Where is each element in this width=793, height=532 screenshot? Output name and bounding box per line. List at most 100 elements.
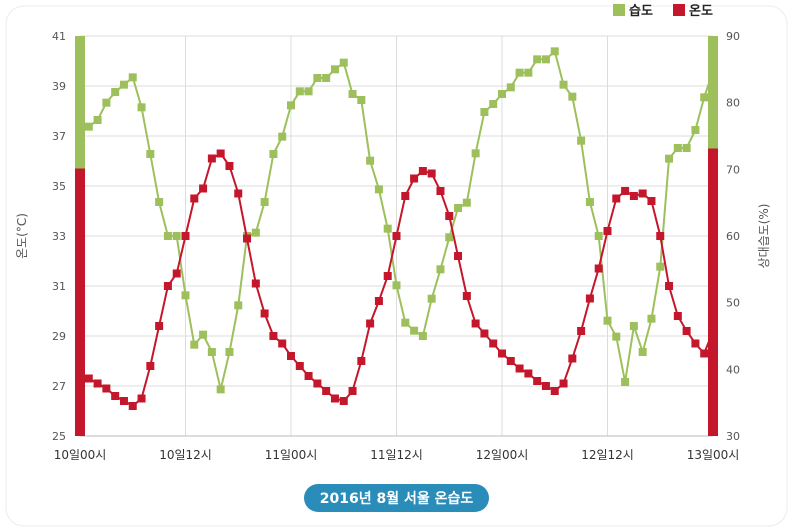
- humidity-data-point: [709, 67, 717, 76]
- legend-swatch-humidity: [613, 4, 625, 16]
- y-left-tick-label: 25: [52, 430, 66, 443]
- temperature-data-point: [700, 349, 709, 358]
- temperature-data-point: [656, 232, 665, 240]
- temperature-data-point: [260, 309, 269, 318]
- temperature-data-point: [119, 397, 128, 405]
- humidity-data-point: [128, 73, 137, 82]
- humidity-data-point: [506, 83, 515, 92]
- temperature-bar-left: [75, 168, 85, 436]
- temperature-data-point: [541, 382, 550, 390]
- temperature-data-point: [709, 327, 717, 335]
- temperature-data-point: [269, 332, 278, 340]
- humidity-data-point: [102, 98, 111, 107]
- temperature-data-point: [234, 189, 243, 198]
- axes: 25 27 29 31 33 35 37 39 41 30 40 50 60 70 80 90 10일00시 10…: [15, 30, 771, 462]
- temperature-data-point: [383, 272, 392, 280]
- y-right-tick-label: 30: [726, 430, 740, 443]
- temperature-data-point: [225, 162, 234, 170]
- legend-label-temperature: 온도: [689, 4, 713, 19]
- temperature-data-point: [199, 184, 208, 193]
- humidity-data-point: [392, 281, 401, 290]
- humidity-data-point: [93, 116, 102, 124]
- temperature-data-point: [489, 339, 498, 348]
- humidity-data-point: [559, 80, 568, 89]
- humidity-data-point: [533, 55, 542, 64]
- y-left-tick-label: 27: [52, 380, 66, 393]
- humidity-data-point: [524, 68, 533, 77]
- humidity-data-point: [111, 88, 120, 96]
- humidity-data-point: [155, 198, 164, 206]
- x-tick-label: 12일12시: [581, 448, 634, 462]
- temperature-data-point: [418, 167, 427, 175]
- current-value-bars: [75, 36, 718, 436]
- temperature-data-point: [295, 362, 304, 370]
- temperature-data-point: [577, 327, 586, 335]
- temperature-data-point: [357, 357, 366, 365]
- humidity-data-point: [621, 378, 630, 386]
- y-left-tick-label: 41: [52, 30, 66, 43]
- temperature-data-point: [304, 372, 313, 380]
- temperature-series-line: [88, 152, 714, 408]
- y-right-tick-label: 50: [726, 297, 740, 310]
- temperature-data-point: [243, 234, 252, 243]
- humidity-data-point: [348, 90, 357, 98]
- humidity-data-point: [568, 92, 577, 101]
- temperature-data-point: [533, 377, 542, 385]
- temperature-data-point: [287, 352, 295, 360]
- humidity-data-point: [199, 330, 208, 339]
- y-right-tick-label: 40: [726, 363, 740, 376]
- y-left-axis-title: 온도(°C): [15, 213, 29, 259]
- temperature-data-point: [647, 197, 656, 205]
- temperature-data-point: [84, 374, 93, 383]
- temperature-data-point: [454, 252, 463, 260]
- humidity-data-point: [691, 126, 700, 134]
- temperature-data-point: [427, 169, 436, 178]
- temperature-data-point: [348, 387, 357, 395]
- humidity-data-point: [304, 87, 313, 96]
- humidity-data-point: [480, 108, 489, 116]
- humidity-data-point: [445, 233, 454, 242]
- humidity-data-point: [84, 122, 93, 131]
- humidity-data-point: [647, 314, 656, 323]
- humidity-data-point: [146, 150, 155, 158]
- humidity-data-point: [541, 55, 550, 64]
- temperature-data-point: [410, 174, 419, 183]
- temperature-data-point: [190, 194, 199, 203]
- temperature-data-point: [594, 264, 603, 273]
- temperature-data-point: [480, 329, 489, 338]
- humidity-data-point: [172, 232, 181, 240]
- temperature-data-point: [216, 149, 225, 158]
- humidity-data-point: [216, 385, 225, 394]
- temperature-data-point: [163, 282, 172, 290]
- temperature-data-point: [339, 397, 348, 405]
- humidity-data-point: [339, 58, 348, 67]
- temperature-data-point: [568, 354, 577, 363]
- y-left-tick-label: 31: [52, 280, 66, 293]
- humidity-data-point: [207, 348, 216, 356]
- humidity-data-point: [577, 136, 586, 145]
- humidity-data-point: [550, 47, 559, 56]
- temperature-data-point: [550, 387, 559, 395]
- humidity-data-point: [594, 232, 603, 240]
- temperature-data-point: [172, 269, 181, 278]
- x-tick-label: 11일00시: [265, 448, 318, 462]
- y-right-tick-label: 90: [726, 30, 740, 43]
- humidity-data-point: [436, 265, 445, 274]
- temperature-data-point: [462, 292, 471, 300]
- legend: 습도 온도: [613, 4, 713, 19]
- temperature-data-point: [374, 297, 383, 305]
- humidity-data-point: [603, 316, 612, 325]
- humidity-data-point: [287, 101, 295, 110]
- humidity-data-point: [498, 90, 506, 98]
- humidity-data-point: [665, 154, 674, 163]
- humidity-data-point: [278, 132, 287, 141]
- temperature-data-point: [436, 187, 445, 195]
- temperature-data-point: [515, 364, 524, 373]
- temperature-bar-right: [708, 148, 718, 436]
- humidity-data-point: [260, 198, 269, 206]
- humidity-data-point: [410, 326, 419, 335]
- x-tick-label: 13일00시: [687, 448, 740, 462]
- humidity-data-point: [673, 144, 682, 152]
